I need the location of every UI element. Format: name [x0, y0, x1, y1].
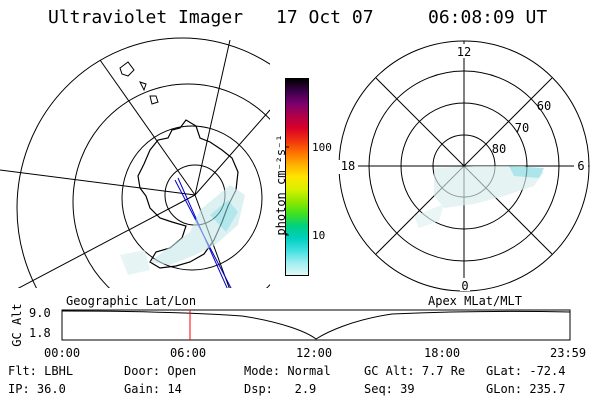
info-gcalt: GC Alt: 7.7 Re [364, 364, 466, 378]
colorbar-tick: 10 [312, 229, 325, 242]
info-glat: GLat: -72.4 [486, 364, 566, 378]
altitude-curve [61, 310, 571, 340]
alt-ytick: 9.0 [29, 306, 51, 320]
aurora-emission [434, 166, 544, 208]
colorbar-axis: 100 10 [285, 141, 332, 242]
mode-value: Normal [287, 364, 331, 378]
lat-circle [121, 125, 263, 271]
alt-xtick: 18:00 [424, 346, 461, 360]
altitude-plot [61, 309, 571, 341]
gain-value: 14 [167, 382, 182, 396]
mlat-label: 80 [492, 142, 506, 156]
ip-value: 36.0 [36, 382, 66, 396]
mlt-label-dawn: 6 [577, 159, 584, 173]
aurora-emission [120, 250, 150, 275]
mlt-label-midnight: 0 [461, 279, 468, 293]
aurora-emission [414, 204, 444, 228]
aurora-emission [509, 166, 544, 178]
meridian-line [0, 169, 196, 196]
lat-circle [72, 83, 270, 288]
aurora-emission [150, 185, 245, 265]
glat-value: -72.4 [529, 364, 566, 378]
meridian-line [194, 109, 270, 196]
info-ip: IP: 36.0 [8, 382, 66, 396]
alt-ytick: 1.8 [29, 326, 51, 340]
info-seq: Seq: 39 [364, 382, 415, 396]
alt-xtick: 06:00 [170, 346, 207, 360]
info-dsp: Dsp: 2.9 [244, 382, 317, 396]
door-value: Open [167, 364, 197, 378]
colorbar [285, 78, 309, 276]
colorbar-label: photon cm⁻²s⁻¹ [274, 134, 288, 236]
alt-xtick: 00:00 [44, 346, 81, 360]
mlt-line [375, 77, 553, 255]
flt-value: LBHL [44, 364, 74, 378]
mlt-label-dusk: 18 [341, 159, 355, 173]
info-glon: GLon: 235.7 [486, 382, 566, 396]
info-gain: Gain: 14 [124, 382, 182, 396]
antarctica-outline [137, 119, 239, 269]
alt-ylabel: GC Alt [10, 303, 24, 347]
alt-xtick: 23:59 [550, 346, 587, 360]
info-door: Door: Open [124, 364, 197, 378]
island-outline [139, 81, 147, 92]
gcalt-value: 7.7 Re [421, 364, 466, 378]
date-label: 17 Oct 07 [276, 7, 374, 28]
alt-xtick: 12:00 [296, 346, 333, 360]
magnetic-polar-plot: 12 18 6 0 60 70 80 [338, 40, 590, 293]
peninsula-outline [119, 61, 135, 77]
geographic-caption: Geographic Lat/Lon [66, 294, 197, 308]
lat-circle [16, 37, 270, 288]
aurora-emission [210, 200, 238, 232]
mlt-label-noon: 12 [457, 45, 471, 59]
meridian-line [194, 39, 231, 196]
meridian-line [17, 194, 196, 288]
info-flt: Flt: LBHL [8, 364, 74, 378]
colorbar-tick: 100 [312, 141, 332, 154]
mlat-label: 70 [515, 121, 529, 135]
apex-caption: Apex MLat/MLT [428, 294, 522, 308]
seq-value: 39 [400, 382, 415, 396]
dsp-value: 2.9 [294, 382, 317, 396]
geographic-map [0, 37, 270, 288]
instrument-title: Ultraviolet Imager [48, 7, 244, 28]
mlat-label: 60 [537, 99, 551, 113]
island-outline [149, 95, 159, 105]
info-mode: Mode: Normal [244, 364, 331, 378]
time-label: 06:08:09 UT [428, 7, 548, 28]
meridian-line [99, 59, 196, 196]
glon-value: 235.7 [529, 382, 566, 396]
